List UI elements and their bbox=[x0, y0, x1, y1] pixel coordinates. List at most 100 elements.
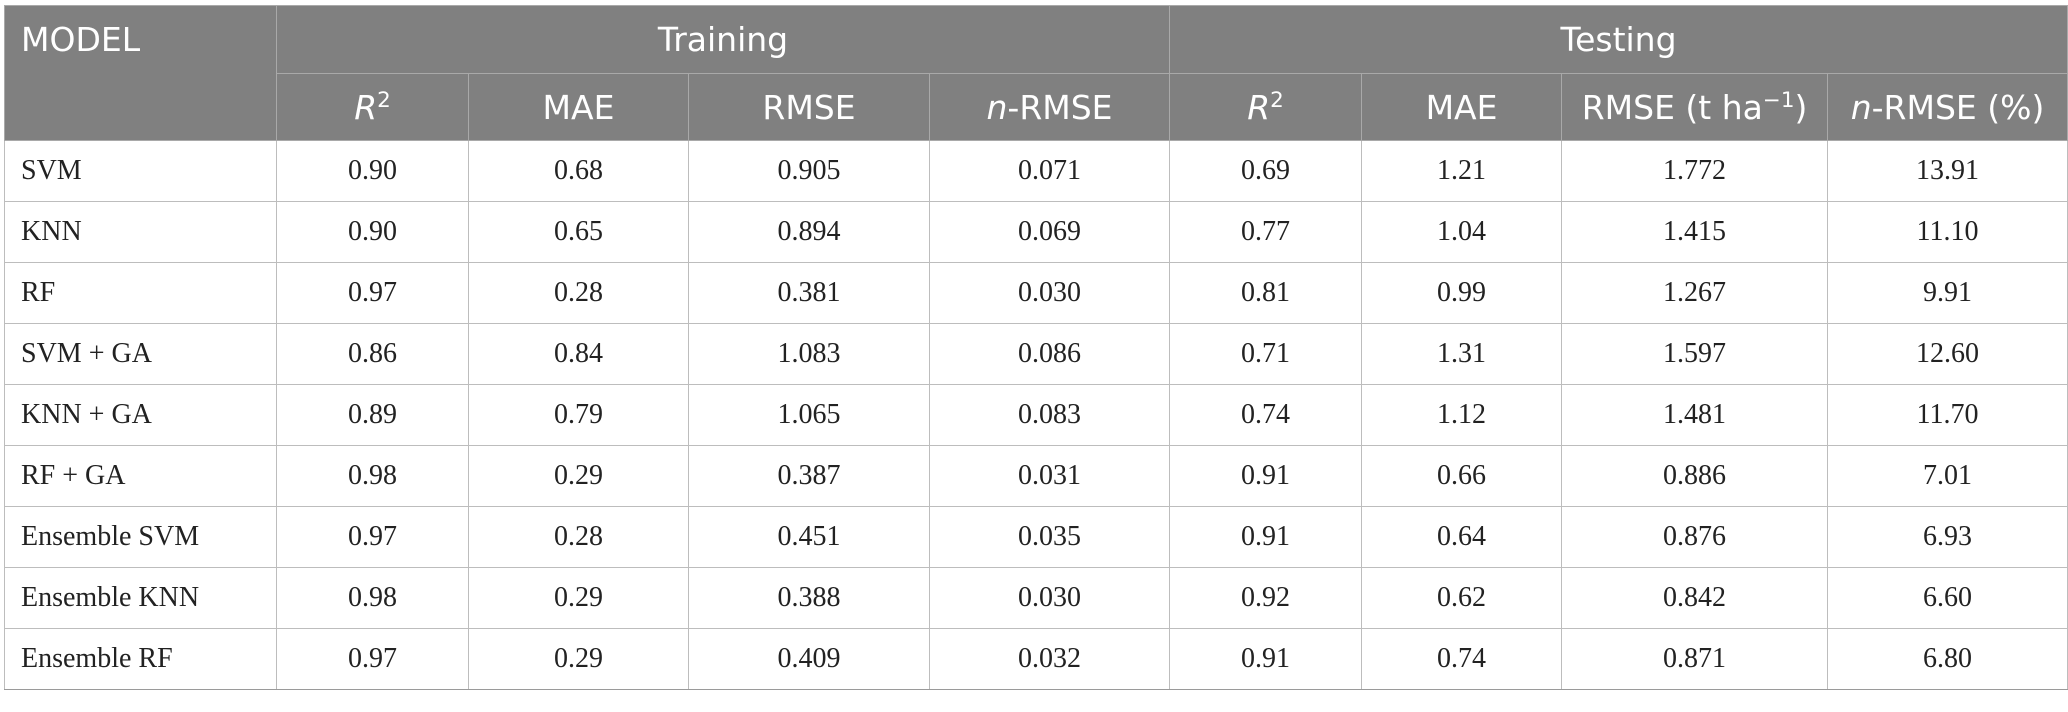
training-value-cell: 1.083 bbox=[688, 323, 930, 385]
metric-label: n bbox=[986, 87, 1008, 127]
metric-label: n bbox=[1850, 87, 1872, 127]
training-value-cell: 0.069 bbox=[928, 201, 1171, 263]
testing-value-cell: 1.481 bbox=[1561, 384, 1829, 446]
metric-label-suffix: ) bbox=[1794, 87, 1808, 127]
model-name-cell: Ensemble SVM bbox=[4, 506, 277, 568]
training-value-cell: 0.98 bbox=[276, 567, 469, 629]
model-name-cell: RF bbox=[4, 262, 277, 324]
testing-value-cell: 0.876 bbox=[1561, 506, 1829, 568]
training-metric-header: MAE bbox=[468, 73, 689, 141]
testing-metric-header: R2 bbox=[1169, 73, 1363, 141]
testing-value-cell: 0.64 bbox=[1361, 506, 1563, 568]
testing-value-cell: 0.871 bbox=[1561, 628, 1829, 690]
model-performance-table: MODEL Training Testing R2 MAE RMSE n-RMSE R2… bbox=[4, 5, 2068, 690]
metric-superscript: −1 bbox=[1762, 87, 1795, 113]
table-row: Ensemble SVM 0.97 0.28 0.451 0.035 0.91 0.64 0.… bbox=[4, 506, 2068, 568]
training-value-cell: 0.84 bbox=[468, 323, 689, 385]
training-value-cell: 0.86 bbox=[276, 323, 469, 385]
training-value-cell: 0.086 bbox=[928, 323, 1171, 385]
model-name-cell: KNN bbox=[4, 201, 277, 263]
training-value-cell: 1.065 bbox=[688, 384, 930, 446]
training-value-cell: 0.90 bbox=[276, 201, 469, 263]
metric-label: MAE bbox=[1425, 87, 1498, 127]
testing-value-cell: 13.91 bbox=[1827, 140, 2068, 202]
testing-value-cell: 0.99 bbox=[1361, 262, 1563, 324]
metric-label: RMSE bbox=[762, 87, 856, 127]
table-row: Ensemble RF 0.97 0.29 0.409 0.032 0.91 0.74 0.8… bbox=[4, 628, 2068, 690]
table-row: KNN + GA 0.89 0.79 1.065 0.083 0.74 1.12 1.481 1… bbox=[4, 384, 2068, 446]
training-value-cell: 0.071 bbox=[928, 140, 1171, 202]
training-value-cell: 0.28 bbox=[468, 262, 689, 324]
training-value-cell: 0.035 bbox=[928, 506, 1171, 568]
testing-value-cell: 1.267 bbox=[1561, 262, 1829, 324]
testing-value-cell: 1.12 bbox=[1361, 384, 1563, 446]
testing-value-cell: 0.69 bbox=[1169, 140, 1363, 202]
testing-value-cell: 11.10 bbox=[1827, 201, 2068, 263]
table-row: RF + GA 0.98 0.29 0.387 0.031 0.91 0.66 0.886 7.… bbox=[4, 445, 2068, 507]
model-name-cell: SVM bbox=[4, 140, 277, 202]
training-value-cell: 0.29 bbox=[468, 628, 689, 690]
training-value-cell: 0.79 bbox=[468, 384, 689, 446]
metric-label: R bbox=[1247, 87, 1271, 127]
table-row: SVM + GA 0.86 0.84 1.083 0.086 0.71 1.31 1.597 1… bbox=[4, 323, 2068, 385]
model-name-cell: RF + GA bbox=[4, 445, 277, 507]
metric-label: MAE bbox=[542, 87, 615, 127]
table-body: SVM 0.90 0.68 0.905 0.071 0.69 1.21 1.772 13.91 K… bbox=[4, 140, 2068, 690]
testing-value-cell: 1.772 bbox=[1561, 140, 1829, 202]
model-column-header: MODEL bbox=[4, 5, 277, 141]
training-value-cell: 0.98 bbox=[276, 445, 469, 507]
testing-value-cell: 1.415 bbox=[1561, 201, 1829, 263]
training-value-cell: 0.97 bbox=[276, 262, 469, 324]
metric-label-suffix: -RMSE (%) bbox=[1871, 87, 2045, 127]
training-value-cell: 0.90 bbox=[276, 140, 469, 202]
training-value-cell: 0.083 bbox=[928, 384, 1171, 446]
testing-group-header: Testing bbox=[1169, 5, 2068, 74]
table-row: RF 0.97 0.28 0.381 0.030 0.81 0.99 1.267 9.91 bbox=[4, 262, 2068, 324]
metric-superscript: 2 bbox=[1270, 87, 1284, 113]
training-value-cell: 0.031 bbox=[928, 445, 1171, 507]
testing-value-cell: 0.71 bbox=[1169, 323, 1363, 385]
training-value-cell: 0.89 bbox=[276, 384, 469, 446]
testing-value-cell: 0.74 bbox=[1361, 628, 1563, 690]
metric-label: R bbox=[354, 87, 378, 127]
testing-value-cell: 0.842 bbox=[1561, 567, 1829, 629]
training-value-cell: 0.29 bbox=[468, 567, 689, 629]
training-value-cell: 0.97 bbox=[276, 506, 469, 568]
table-row: KNN 0.90 0.65 0.894 0.069 0.77 1.04 1.415 11.10 bbox=[4, 201, 2068, 263]
testing-value-cell: 11.70 bbox=[1827, 384, 2068, 446]
testing-value-cell: 0.91 bbox=[1169, 506, 1363, 568]
testing-value-cell: 12.60 bbox=[1827, 323, 2068, 385]
table-row: SVM 0.90 0.68 0.905 0.071 0.69 1.21 1.772 13.91 bbox=[4, 140, 2068, 202]
training-value-cell: 0.388 bbox=[688, 567, 930, 629]
table-header: MODEL Training Testing R2 MAE RMSE n-RMSE R2… bbox=[4, 5, 2068, 141]
training-value-cell: 0.409 bbox=[688, 628, 930, 690]
testing-value-cell: 0.91 bbox=[1169, 628, 1363, 690]
model-name-cell: SVM + GA bbox=[4, 323, 277, 385]
training-metric-header: R2 bbox=[276, 73, 469, 141]
testing-metric-header: RMSE (t ha−1) bbox=[1561, 73, 1829, 141]
testing-value-cell: 1.21 bbox=[1361, 140, 1563, 202]
testing-value-cell: 6.93 bbox=[1827, 506, 2068, 568]
training-value-cell: 0.030 bbox=[928, 567, 1171, 629]
metric-label-suffix: -RMSE bbox=[1007, 87, 1113, 127]
metric-label: RMSE (t ha bbox=[1581, 87, 1763, 127]
testing-metric-header: n-RMSE (%) bbox=[1827, 73, 2068, 141]
testing-value-cell: 1.04 bbox=[1361, 201, 1563, 263]
model-name-cell: Ensemble RF bbox=[4, 628, 277, 690]
training-value-cell: 0.97 bbox=[276, 628, 469, 690]
testing-value-cell: 0.81 bbox=[1169, 262, 1363, 324]
testing-value-cell: 6.80 bbox=[1827, 628, 2068, 690]
testing-value-cell: 0.74 bbox=[1169, 384, 1363, 446]
testing-value-cell: 1.31 bbox=[1361, 323, 1563, 385]
testing-value-cell: 1.597 bbox=[1561, 323, 1829, 385]
testing-value-cell: 0.62 bbox=[1361, 567, 1563, 629]
training-metric-header: n-RMSE bbox=[928, 73, 1171, 141]
testing-value-cell: 0.66 bbox=[1361, 445, 1563, 507]
testing-value-cell: 0.77 bbox=[1169, 201, 1363, 263]
testing-value-cell: 9.91 bbox=[1827, 262, 2068, 324]
testing-metric-header: MAE bbox=[1361, 73, 1563, 141]
training-value-cell: 0.451 bbox=[688, 506, 930, 568]
training-value-cell: 0.28 bbox=[468, 506, 689, 568]
training-value-cell: 0.65 bbox=[468, 201, 689, 263]
training-value-cell: 0.68 bbox=[468, 140, 689, 202]
